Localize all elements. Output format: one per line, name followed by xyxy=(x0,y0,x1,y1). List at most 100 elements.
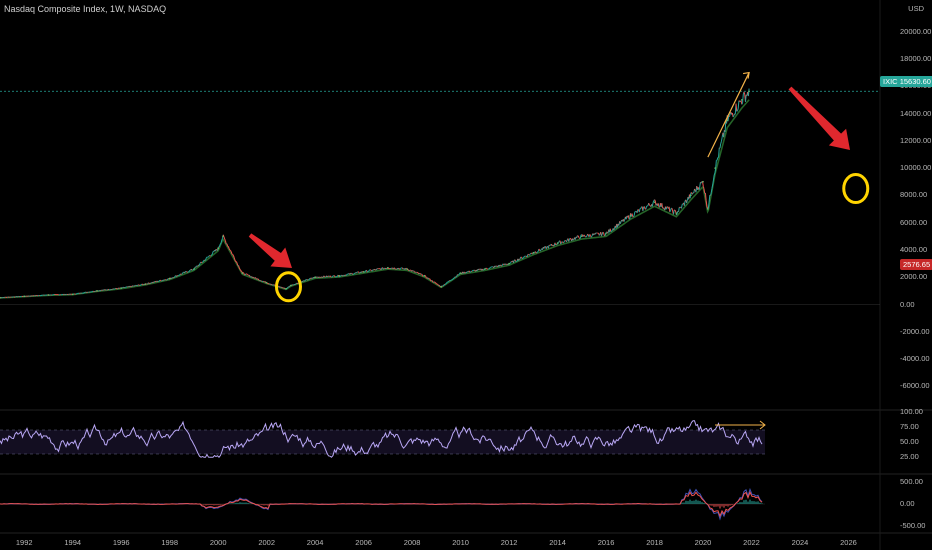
price-segment xyxy=(619,221,622,224)
price-segment xyxy=(172,277,174,279)
time-axis-tick: 2018 xyxy=(646,538,663,547)
price-segment xyxy=(219,242,222,245)
price-segment xyxy=(700,181,703,184)
price-segment xyxy=(442,285,444,287)
price-segment xyxy=(205,257,208,260)
price-segment xyxy=(566,239,568,242)
price-point xyxy=(23,295,26,298)
price-segment xyxy=(304,279,306,282)
price-point xyxy=(241,272,244,274)
price-segment xyxy=(702,186,705,189)
price-segment xyxy=(224,238,226,241)
price-segment xyxy=(380,267,383,270)
price-segment xyxy=(142,283,145,286)
time-axis-tick: 2014 xyxy=(549,538,566,547)
price-point xyxy=(406,268,409,270)
price-segment xyxy=(718,147,720,158)
rsi-line xyxy=(0,420,763,458)
price-segment xyxy=(438,284,441,287)
price-segment xyxy=(153,281,156,283)
price-segment xyxy=(489,267,491,269)
price-segment xyxy=(323,275,325,277)
price-point xyxy=(748,90,750,93)
price-segment xyxy=(720,141,722,144)
price-segment xyxy=(437,284,439,286)
price-segment xyxy=(241,271,243,273)
price-segment xyxy=(226,243,229,247)
price-point xyxy=(605,232,607,235)
macd-axis-tick: 500.00 xyxy=(900,477,923,487)
price-segment xyxy=(257,278,260,281)
price-segment xyxy=(648,202,650,206)
price-segment xyxy=(714,168,717,174)
price-segment xyxy=(184,271,186,274)
price-segment xyxy=(569,237,572,240)
price-point xyxy=(484,268,486,270)
price-segment xyxy=(727,115,730,122)
price-segment xyxy=(199,261,202,264)
price-segment xyxy=(318,276,320,279)
price-segment xyxy=(643,206,646,210)
price-segment xyxy=(149,282,151,285)
price-segment xyxy=(589,234,592,237)
price-segment xyxy=(382,268,385,270)
price-point xyxy=(362,270,365,273)
price-segment xyxy=(246,273,248,275)
time-axis-tick: 2004 xyxy=(306,538,324,547)
price-segment xyxy=(531,252,533,255)
time-axis-tick: 2026 xyxy=(840,538,857,547)
price-segment xyxy=(454,276,456,279)
price-segment xyxy=(675,213,678,216)
price-segment xyxy=(529,252,532,255)
price-segment xyxy=(64,293,66,296)
price-segment xyxy=(417,272,420,275)
price-segment xyxy=(598,233,601,236)
price-segment xyxy=(594,232,597,235)
price-segment xyxy=(343,274,346,277)
time-axis-tick: 2020 xyxy=(694,538,712,547)
price-segment xyxy=(283,287,286,290)
price-segment xyxy=(417,271,419,274)
price-segment xyxy=(610,230,613,233)
price-segment xyxy=(431,280,434,283)
price-segment xyxy=(234,259,237,262)
price-segment xyxy=(324,276,326,278)
price-segment xyxy=(651,202,654,207)
price-point xyxy=(96,290,98,292)
price-segment xyxy=(505,263,508,266)
highlight-circle xyxy=(274,271,302,303)
price-segment xyxy=(235,261,238,264)
last-price-value: 15630.60 xyxy=(899,77,931,86)
price-segment xyxy=(577,235,580,238)
price-segment xyxy=(108,288,110,291)
price-segment xyxy=(587,233,589,236)
price-segment xyxy=(468,270,471,273)
price-segment xyxy=(218,245,221,248)
price-segment xyxy=(181,272,183,275)
price-point xyxy=(508,262,510,265)
price-point xyxy=(581,235,583,238)
price-point xyxy=(690,194,692,197)
price-segment xyxy=(236,262,239,266)
price-segment xyxy=(715,160,717,169)
price-segment xyxy=(669,210,672,213)
price-segment xyxy=(613,227,616,231)
price-segment xyxy=(558,240,560,243)
price-point xyxy=(217,247,219,250)
rsi-axis-tick: 50.00 xyxy=(900,437,919,446)
macd-axis-tick: 0.00 xyxy=(900,499,915,508)
price-segment xyxy=(514,259,517,262)
price-segment xyxy=(657,203,660,207)
price-segment xyxy=(211,253,213,256)
price-segment xyxy=(496,265,498,267)
price-segment xyxy=(190,268,193,271)
price-segment xyxy=(683,200,686,206)
price-segment xyxy=(152,281,154,284)
price-segment xyxy=(310,277,312,279)
price-segment xyxy=(371,269,374,271)
price-segment xyxy=(204,259,207,261)
price-segment xyxy=(628,218,631,220)
price-segment xyxy=(719,143,722,149)
